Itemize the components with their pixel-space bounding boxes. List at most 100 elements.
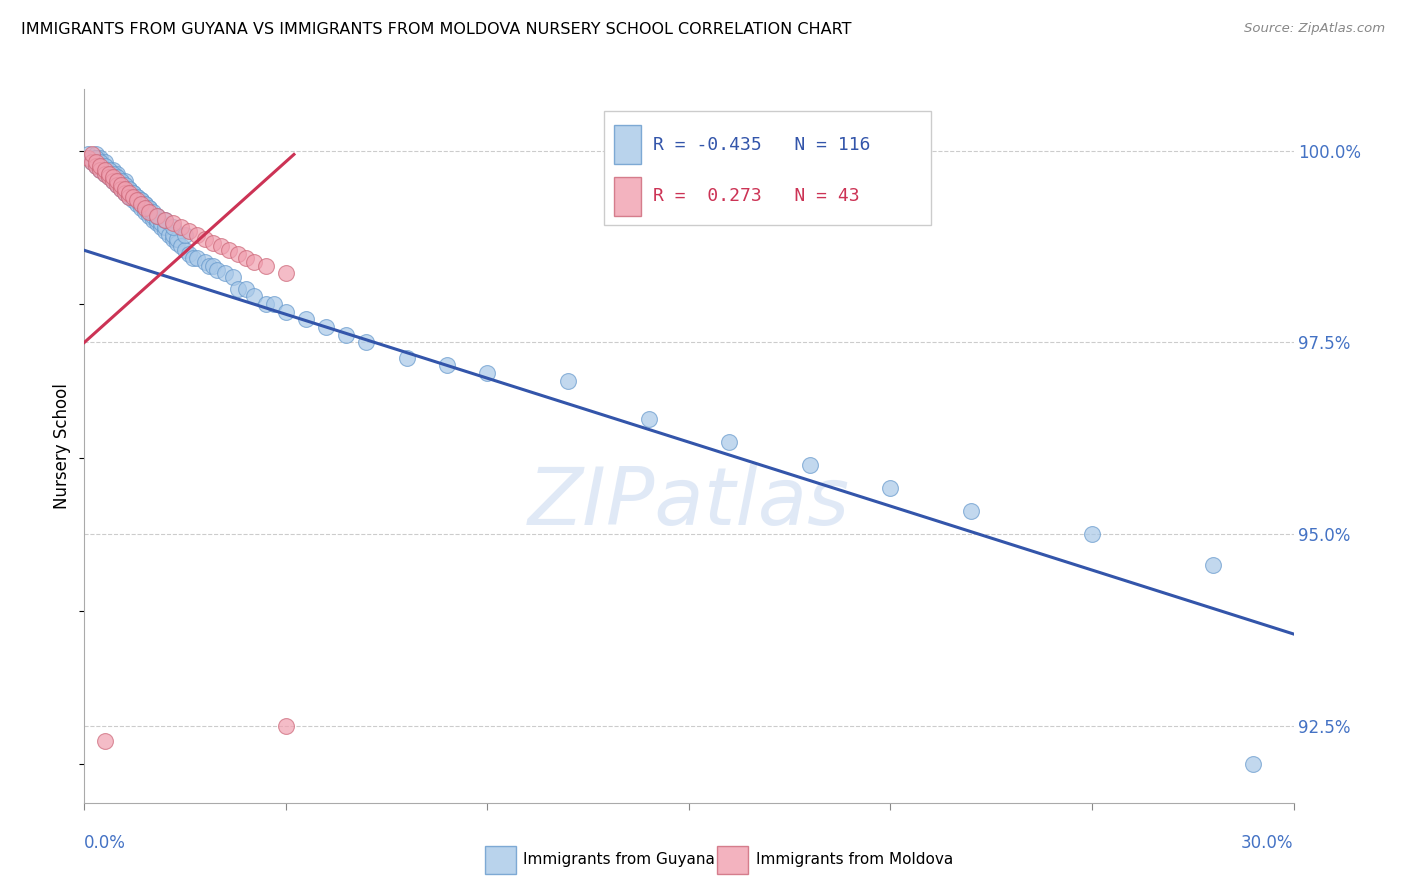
Point — [254, 297, 277, 311]
Point — [105, 174, 128, 188]
Point — [142, 209, 165, 223]
Point — [114, 178, 136, 193]
Point — [97, 170, 120, 185]
Point — [101, 167, 124, 181]
Point — [142, 212, 165, 227]
Point — [1202, 558, 1225, 572]
Point — [718, 435, 741, 450]
Point — [118, 186, 141, 200]
Point — [125, 189, 148, 203]
Point — [1241, 757, 1264, 772]
Point — [186, 227, 208, 242]
Point — [356, 335, 378, 350]
Point — [134, 201, 156, 215]
Point — [118, 189, 141, 203]
Point — [222, 270, 245, 285]
Point — [82, 151, 104, 165]
Point — [97, 167, 120, 181]
Point — [214, 266, 236, 280]
Text: Source: ZipAtlas.com: Source: ZipAtlas.com — [1244, 22, 1385, 36]
Point — [114, 186, 136, 200]
Point — [138, 201, 160, 215]
Point — [110, 182, 132, 196]
Point — [436, 359, 458, 373]
Point — [235, 251, 257, 265]
Point — [93, 159, 115, 173]
Point — [477, 366, 499, 380]
Point — [129, 201, 152, 215]
Point — [86, 155, 108, 169]
Point — [105, 170, 128, 185]
Point — [121, 186, 143, 200]
Point — [129, 194, 152, 208]
Point — [89, 155, 111, 169]
Point — [202, 259, 225, 273]
Point — [101, 162, 124, 177]
Point — [218, 244, 240, 258]
Point — [114, 182, 136, 196]
Point — [162, 232, 184, 246]
Point — [179, 247, 201, 261]
Point — [134, 197, 156, 211]
Point — [134, 201, 156, 215]
Point — [93, 159, 115, 173]
Point — [118, 182, 141, 196]
Point — [138, 201, 160, 215]
Point — [274, 719, 297, 733]
Point — [77, 151, 100, 165]
Point — [198, 259, 221, 273]
Point — [179, 224, 201, 238]
Point — [138, 205, 160, 219]
Point — [86, 155, 108, 169]
Point — [101, 174, 124, 188]
Point — [86, 151, 108, 165]
Point — [93, 155, 115, 169]
Point — [162, 220, 184, 235]
Point — [170, 239, 193, 253]
Point — [335, 327, 357, 342]
Point — [82, 147, 104, 161]
Text: R = -0.435   N = 116: R = -0.435 N = 116 — [652, 136, 870, 153]
Point — [97, 162, 120, 177]
Point — [295, 312, 318, 326]
Point — [202, 235, 225, 250]
Point — [97, 170, 120, 185]
Point — [181, 251, 204, 265]
Point — [138, 205, 160, 219]
Point — [118, 189, 141, 203]
Point — [114, 182, 136, 196]
Point — [110, 182, 132, 196]
Point — [174, 244, 197, 258]
Point — [101, 170, 124, 185]
Point — [557, 374, 579, 388]
Point — [89, 159, 111, 173]
Point — [166, 232, 188, 246]
Point — [1081, 527, 1104, 541]
Y-axis label: Nursery School: Nursery School — [53, 383, 72, 509]
Point — [110, 178, 132, 193]
Text: ZIPatlas: ZIPatlas — [527, 464, 851, 542]
Point — [129, 197, 152, 211]
Point — [105, 170, 128, 185]
Point — [157, 227, 180, 242]
Point — [89, 155, 111, 169]
Point — [77, 147, 100, 161]
Point — [110, 174, 132, 188]
Point — [114, 174, 136, 188]
Text: Immigrants from Moldova: Immigrants from Moldova — [756, 853, 953, 867]
Point — [97, 167, 120, 181]
Point — [121, 186, 143, 200]
Point — [226, 282, 249, 296]
Point — [125, 189, 148, 203]
Point — [162, 227, 184, 242]
Point — [114, 186, 136, 200]
Point — [125, 194, 148, 208]
Point — [162, 217, 184, 231]
Point — [105, 174, 128, 188]
Point — [93, 162, 115, 177]
Point — [82, 155, 104, 169]
Point — [146, 209, 169, 223]
Text: IMMIGRANTS FROM GUYANA VS IMMIGRANTS FROM MOLDOVA NURSERY SCHOOL CORRELATION CHA: IMMIGRANTS FROM GUYANA VS IMMIGRANTS FRO… — [21, 22, 852, 37]
Point — [170, 220, 193, 235]
Point — [235, 282, 257, 296]
